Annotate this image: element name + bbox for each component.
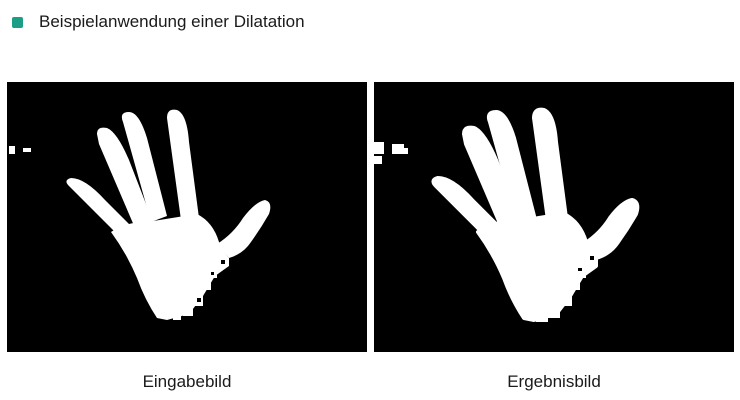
output-hand-image <box>374 82 734 352</box>
bullet-square-icon <box>12 16 23 28</box>
output-image-panel <box>374 82 734 352</box>
input-image-caption: Eingabebild <box>142 372 232 391</box>
slide-bullet-text: Beispielanwendung einer Dilatation <box>39 12 305 31</box>
output-image-caption: Ergebnisbild <box>507 372 601 391</box>
input-image-panel <box>7 82 367 352</box>
input-hand-image <box>7 82 367 352</box>
slide-bullet: Beispielanwendung einer Dilatation <box>12 10 305 34</box>
